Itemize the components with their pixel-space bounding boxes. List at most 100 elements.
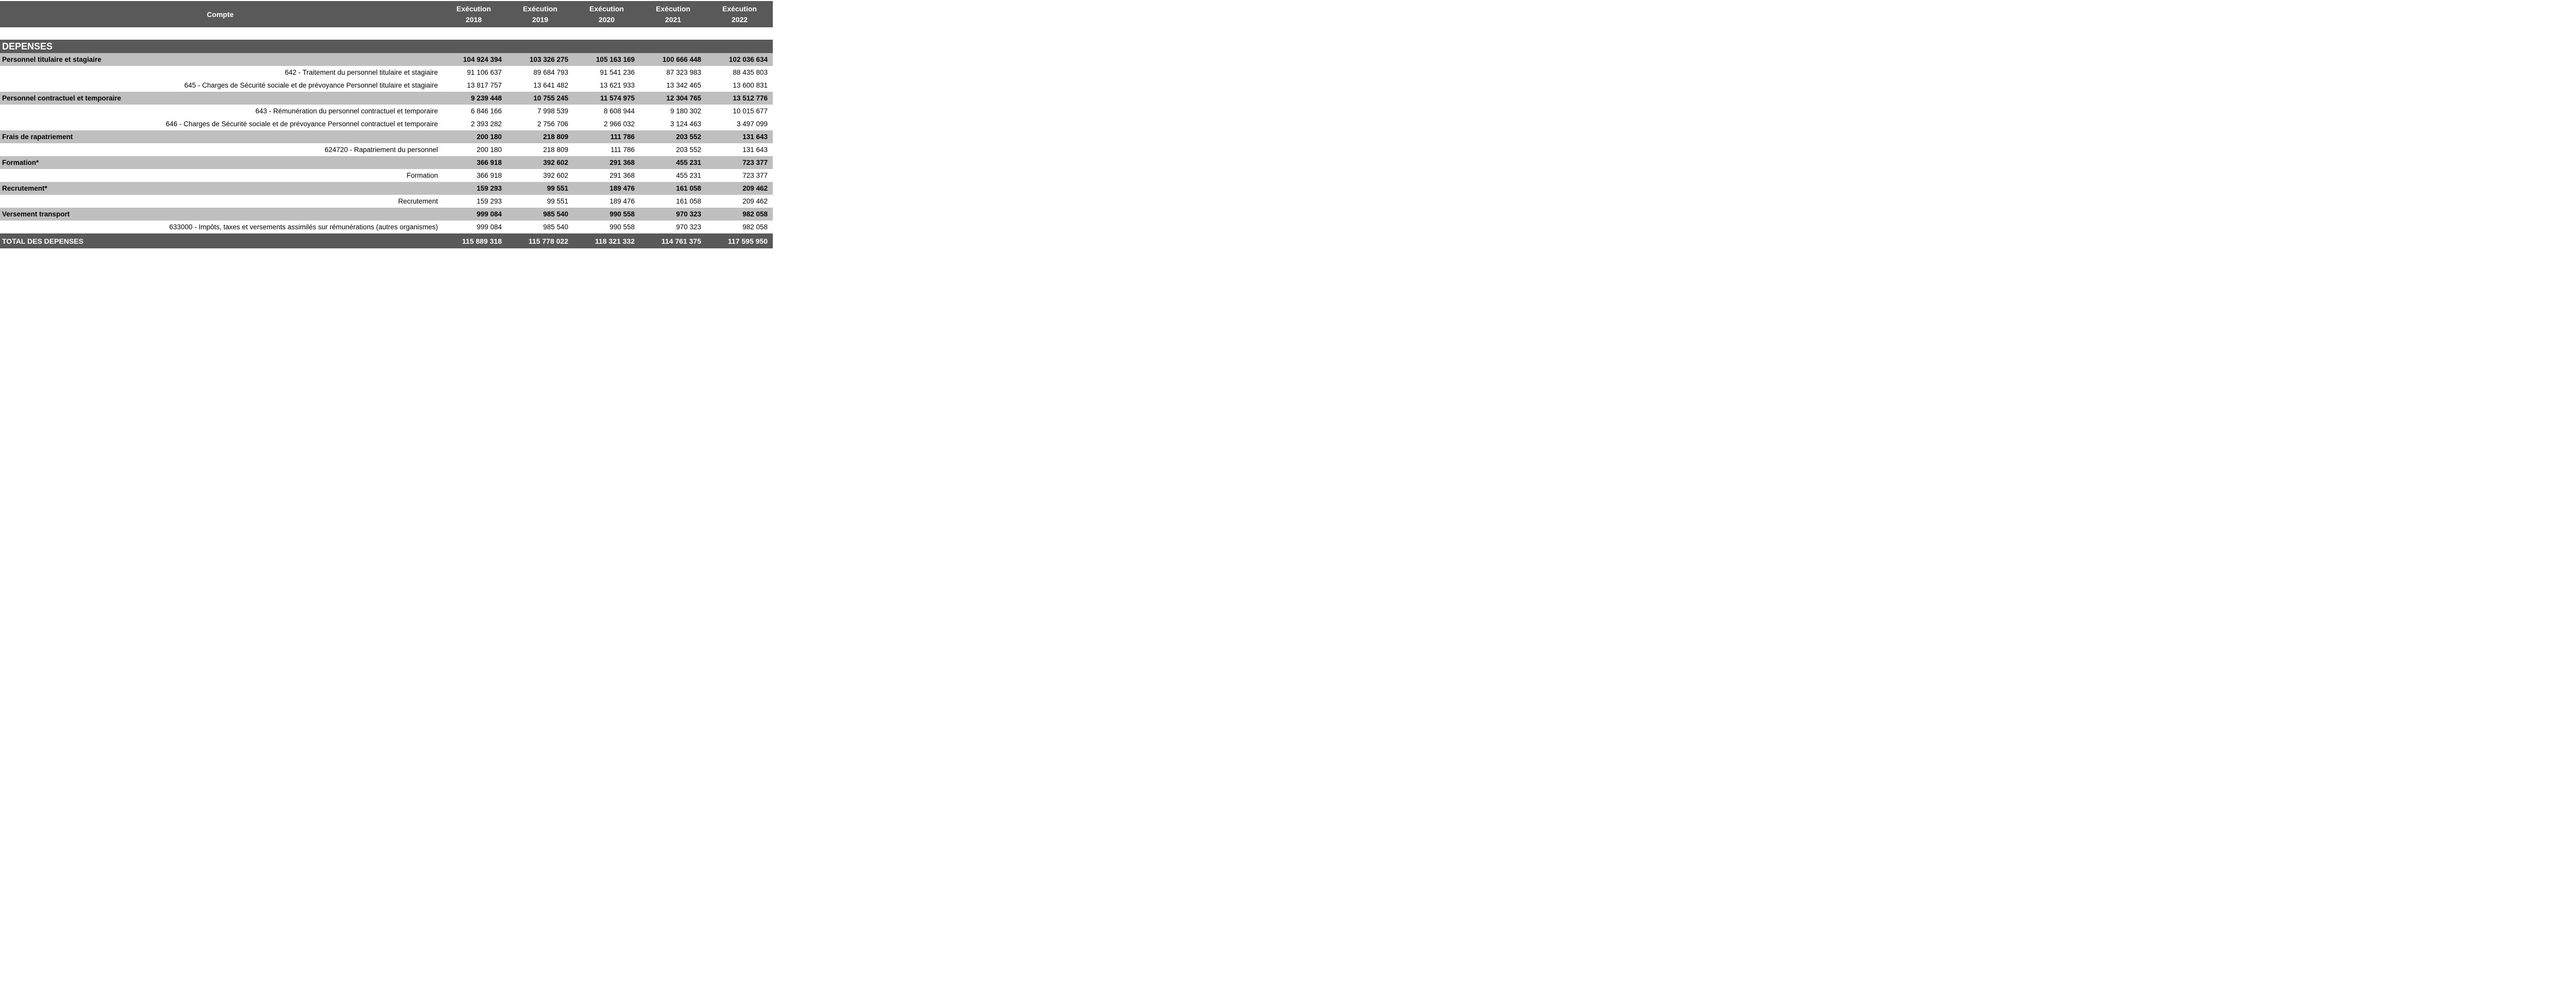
table-row: 633000 - Impôts, taxes et versements ass… [0,221,773,233]
value-2018: 91 106 637 [467,69,502,76]
column-header-execution-2020: Exécution 2020 [573,1,640,27]
account-label: 643 - Rémunération du personnel contract… [255,107,438,115]
value-2021: 3 124 463 [670,120,701,128]
value-2020: 111 786 [610,133,635,141]
value-2022: 723 377 [742,172,768,179]
value-2021: 455 231 [676,172,701,179]
value-2020: 111 786 [611,146,635,154]
column-header-title: Exécution [722,4,757,13]
table-row: Recrutement 159 293 99 551 189 476 161 0… [0,195,773,208]
table-row: 646 - Charges de Sécurité sociale et de … [0,117,773,130]
value-2019: 985 540 [543,210,568,218]
total-value-2021: 114 761 375 [661,237,701,245]
table-row: 643 - Rémunération du personnel contract… [0,105,773,117]
value-2018: 159 293 [477,184,502,192]
value-2019: 985 540 [543,223,568,231]
account-label: Personnel contractuel et temporaire [2,94,122,102]
value-2019: 103 326 275 [529,56,568,63]
total-value-2018: 115 889 318 [462,237,502,245]
value-2022: 13 600 831 [733,81,768,89]
value-2019: 392 602 [543,172,568,179]
section-header-depenses: DEPENSES [0,40,773,53]
value-2021: 87 323 983 [666,69,701,76]
value-2019: 89 684 793 [533,69,568,76]
value-2019: 13 641 482 [533,81,568,89]
value-2021: 100 666 448 [662,56,701,63]
column-header-year: 2022 [731,15,748,24]
value-2022: 88 435 803 [733,69,768,76]
table-row: 645 - Charges de Sécurité sociale et de … [0,79,773,92]
budget-execution-table: Compte Exécution 2018 Exécution 2019 Exé… [0,0,773,248]
value-2018: 104 924 394 [463,56,502,63]
column-header-title: Exécution [523,4,557,13]
account-label: 642 - Traitement du personnel titulaire … [284,69,438,76]
value-2019: 99 551 [547,197,568,205]
value-2018: 200 180 [477,133,502,141]
value-2019: 218 809 [543,146,568,154]
value-2020: 189 476 [609,197,635,205]
header-body-gap [0,27,773,40]
value-2020: 91 541 236 [600,69,635,76]
total-label: TOTAL DES DEPENSES [2,237,83,245]
column-header-execution-2021: Exécution 2021 [640,1,706,27]
value-2021: 455 231 [676,159,701,166]
table-row: Formation 366 918 392 602 291 368 455 23… [0,169,773,182]
column-header-execution-2019: Exécution 2019 [507,1,573,27]
account-label: Versement transport [2,210,70,218]
table-row: Versement transport 999 084 985 540 990 … [0,208,773,221]
value-2021: 161 058 [676,197,701,205]
value-2019: 99 551 [547,184,568,192]
value-2018: 159 293 [477,197,502,205]
value-2020: 13 621 933 [600,81,635,89]
table-header-row: Compte Exécution 2018 Exécution 2019 Exé… [0,1,773,27]
value-2019: 218 809 [543,133,568,141]
value-2018: 6 846 166 [470,107,502,115]
value-2022: 982 058 [742,223,768,231]
table-row: Personnel contractuel et temporaire 9 23… [0,92,773,105]
column-header-title: Exécution [456,4,491,13]
total-value-2022: 117 595 950 [727,237,768,245]
table-row: 642 - Traitement du personnel titulaire … [0,66,773,79]
account-label: 633000 - Impôts, taxes et versements ass… [169,223,438,231]
table-row: Recrutement* 159 293 99 551 189 476 161 … [0,182,773,195]
value-2019: 392 602 [543,159,568,166]
account-label: Frais de rapatriement [2,133,73,141]
value-2022: 3 497 099 [736,120,768,128]
account-label: Personnel titulaire et stagiaire [2,56,101,63]
account-label: Recrutement [398,197,438,205]
value-2020: 8 608 944 [603,107,635,115]
value-2020: 990 558 [609,223,635,231]
value-2018: 13 817 757 [467,81,502,89]
account-label: 624720 - Rapatriement du personnel [325,146,438,154]
value-2018: 200 180 [477,146,502,154]
account-label: 646 - Charges de Sécurité sociale et de … [165,120,438,128]
column-header-year: 2019 [532,15,549,24]
table-row: Frais de rapatriement 200 180 218 809 11… [0,130,773,143]
value-2022: 131 643 [742,133,768,141]
value-2018: 999 084 [477,223,502,231]
account-label: 645 - Charges de Sécurité sociale et de … [184,81,438,89]
value-2020: 2 966 032 [603,120,635,128]
column-header-year: 2018 [465,15,482,24]
value-2019: 2 756 706 [537,120,568,128]
table-row: Personnel titulaire et stagiaire 104 924… [0,53,773,66]
value-2021: 203 552 [676,146,701,154]
total-value-2020: 118 321 332 [595,237,635,245]
value-2019: 7 998 539 [537,107,568,115]
total-row: TOTAL DES DEPENSES 115 889 318 115 778 0… [0,233,773,248]
value-2018: 366 918 [477,172,502,179]
column-header-title: Exécution [656,4,690,13]
value-2020: 990 558 [609,210,635,218]
value-2022: 102 036 634 [728,56,768,63]
value-2022: 209 462 [742,184,768,192]
value-2022: 131 643 [742,146,768,154]
value-2018: 9 239 448 [470,94,502,102]
value-2022: 982 058 [742,210,768,218]
account-label: Formation* [2,159,39,166]
value-2021: 13 342 465 [666,81,701,89]
value-2018: 2 393 282 [470,120,502,128]
value-2022: 13 512 776 [733,94,768,102]
value-2021: 203 552 [676,133,701,141]
value-2021: 12 304 765 [666,94,701,102]
column-header-year: 2021 [665,15,682,24]
